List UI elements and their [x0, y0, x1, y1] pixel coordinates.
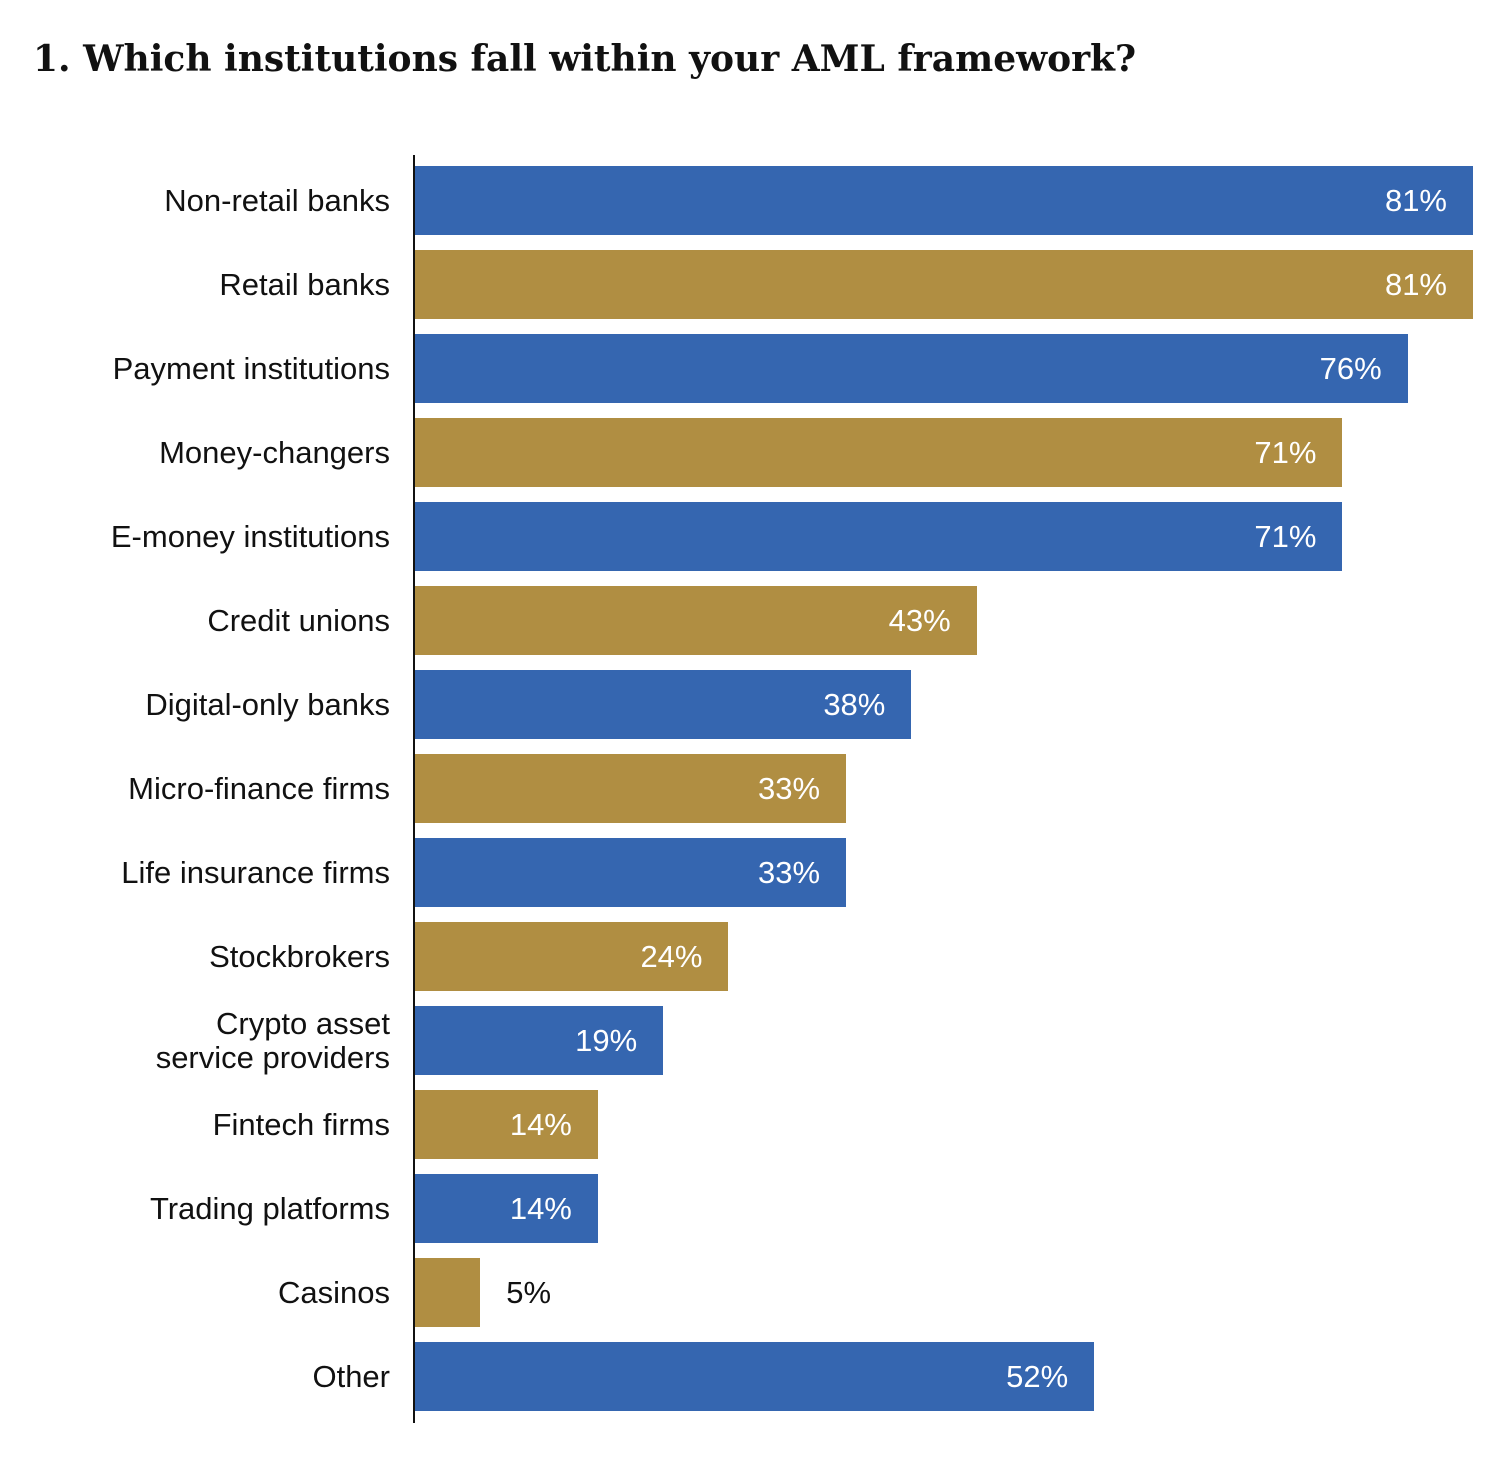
bar: [415, 670, 912, 739]
category-label: Money-changers: [159, 434, 390, 470]
bar: [415, 586, 977, 655]
category-label: Non-retail banks: [164, 182, 390, 218]
bar: [415, 334, 1408, 403]
bar: [415, 1090, 598, 1159]
bar: [415, 502, 1343, 571]
value-label: 52%: [1006, 1358, 1069, 1394]
category-label: Crypto asset service providers: [155, 1005, 390, 1075]
category-label: E-money institutions: [110, 518, 390, 554]
category-label: Life insurance firms: [121, 854, 390, 890]
value-label: 24%: [640, 938, 703, 974]
value-label: 71%: [1254, 518, 1317, 554]
category-label: Casinos: [278, 1274, 390, 1310]
value-label: 5%: [506, 1274, 552, 1310]
category-label: Retail banks: [219, 266, 390, 302]
value-label: 38%: [823, 686, 886, 722]
y-axis-line: [413, 155, 415, 1423]
category-label: Stockbrokers: [209, 938, 390, 974]
chart-title: 1. Which institutions fall within your A…: [33, 38, 1137, 80]
bar: [415, 418, 1343, 487]
value-label: 14%: [509, 1106, 572, 1142]
value-label: 19%: [575, 1022, 638, 1058]
value-label: 76%: [1319, 350, 1382, 386]
bar: [415, 754, 847, 823]
value-label: 81%: [1384, 266, 1447, 302]
category-label: Digital-only banks: [145, 686, 390, 722]
value-label: 14%: [509, 1190, 572, 1226]
category-label: Fintech firms: [212, 1106, 390, 1142]
category-label: Trading platforms: [149, 1190, 390, 1226]
value-label: 33%: [758, 854, 821, 890]
category-label: Other: [312, 1358, 390, 1394]
bar: [415, 922, 729, 991]
bar: [415, 1006, 664, 1075]
bar: [415, 838, 847, 907]
bar: [415, 250, 1473, 319]
value-label: 71%: [1254, 434, 1317, 470]
bar: [415, 1258, 481, 1327]
category-label: Payment institutions: [112, 350, 390, 386]
value-label: 43%: [888, 602, 951, 638]
value-label: 33%: [758, 770, 821, 806]
bar: [415, 1342, 1095, 1411]
bar: [415, 1174, 598, 1243]
bar: [415, 166, 1473, 235]
category-label: Credit unions: [207, 602, 390, 638]
value-label: 81%: [1384, 182, 1447, 218]
category-label: Micro-finance firms: [128, 770, 390, 806]
